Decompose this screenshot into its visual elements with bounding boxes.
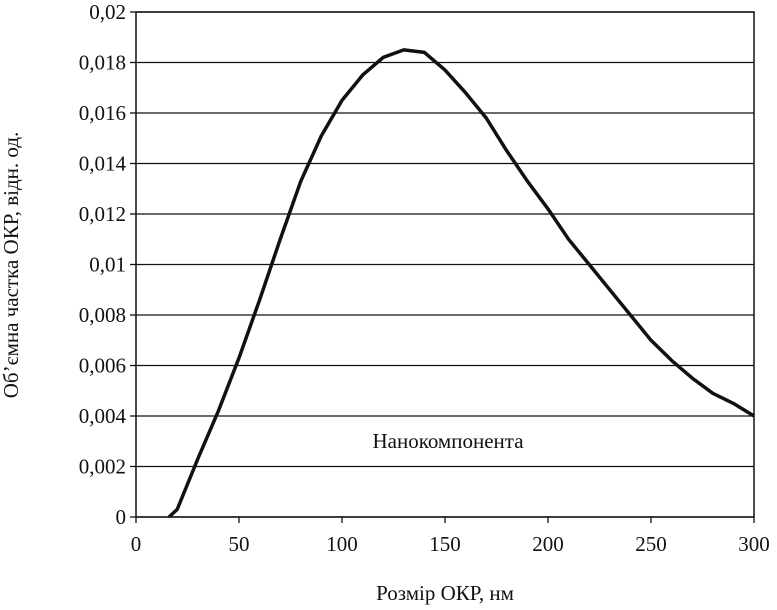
y-tick-label: 0,014 (79, 152, 127, 176)
x-tick-label: 150 (429, 532, 461, 556)
line-series (167, 48, 755, 519)
y-tick-label: 0,008 (79, 303, 126, 327)
plot-frame (135, 11, 755, 518)
x-axis-label: Розмір ОКР, нм (376, 581, 514, 605)
y-tick-label: 0,006 (79, 354, 126, 378)
y-tick-label: 0,016 (79, 101, 126, 125)
x-tick-label: 300 (738, 532, 770, 556)
y-tick-label: 0,018 (79, 51, 126, 75)
x-tick-label: 0 (131, 532, 142, 556)
y-tick-label: 0,02 (89, 0, 126, 24)
y-tick-label: 0,004 (79, 404, 127, 428)
y-tick-label: 0,002 (79, 455, 126, 479)
y-tick-label: 0,012 (79, 202, 126, 226)
x-tick-label: 250 (635, 532, 667, 556)
annotation: Нанокомпонента (372, 429, 524, 453)
y-tick-label: 0 (116, 505, 127, 529)
x-tick-label: 50 (229, 532, 250, 556)
y-tick-label: 0,01 (89, 253, 126, 277)
x-tick-label: 200 (532, 532, 564, 556)
x-tick-label: 100 (326, 532, 358, 556)
y-axis-label: Об’ємна частка ОКР, відн. од. (0, 132, 23, 399)
